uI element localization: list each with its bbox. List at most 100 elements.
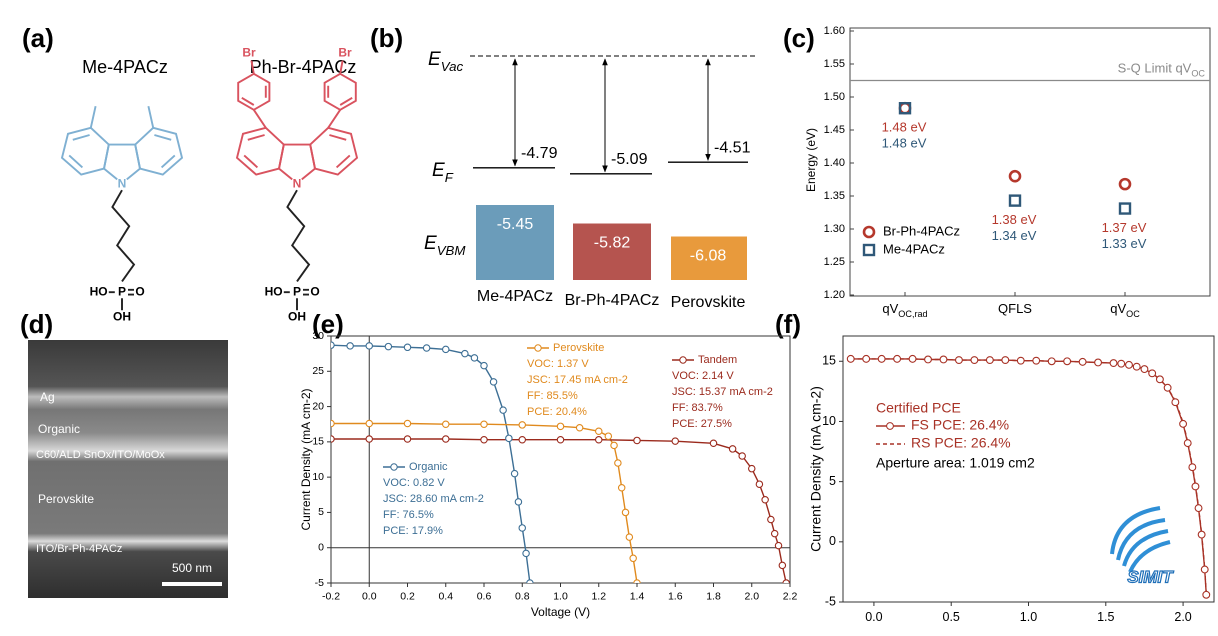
molecule: N HO P O OH bbox=[61, 105, 183, 324]
y-tick-label: 30 bbox=[312, 330, 324, 342]
molecule-name: Me-4PACz bbox=[82, 57, 168, 77]
level-label-sub: F bbox=[445, 170, 454, 185]
marker bbox=[877, 354, 886, 363]
y-tick-label: -5 bbox=[315, 577, 324, 589]
marker bbox=[422, 344, 431, 352]
x-tick-label: 0.0 bbox=[362, 590, 377, 602]
logo-arc bbox=[1116, 518, 1166, 561]
marker bbox=[441, 420, 450, 428]
atom-label: N bbox=[118, 176, 127, 190]
marker bbox=[898, 102, 912, 115]
marker bbox=[862, 225, 876, 239]
y-tick-label: 15 bbox=[312, 436, 324, 448]
marker bbox=[518, 421, 526, 429]
marker bbox=[441, 435, 450, 443]
marker bbox=[629, 554, 637, 563]
marker bbox=[556, 422, 565, 431]
legend-marker bbox=[886, 422, 894, 430]
marker bbox=[346, 342, 354, 350]
panel-label: (b) bbox=[370, 23, 403, 53]
curve bbox=[850, 358, 1207, 595]
marker bbox=[604, 432, 613, 440]
legend-marker bbox=[390, 463, 398, 471]
marker bbox=[384, 342, 393, 351]
y-tick-label: 1.40 bbox=[824, 157, 845, 169]
x-tick-label: QFLS bbox=[998, 301, 1032, 316]
marker bbox=[846, 354, 855, 363]
marker bbox=[1188, 463, 1197, 472]
data-label: 1.38 eV bbox=[992, 212, 1037, 227]
legend-note: VOC: 2.14 V bbox=[672, 370, 734, 382]
annotation-note: Aperture area: 1.019 cm2 bbox=[876, 455, 1035, 471]
x-tick-label: 0.6 bbox=[477, 590, 492, 602]
atom-label: OH bbox=[113, 310, 131, 324]
molecule-core bbox=[61, 126, 183, 312]
marker bbox=[1155, 375, 1164, 384]
scale-bar-label: 500 nm bbox=[172, 561, 212, 575]
marker bbox=[1094, 358, 1103, 367]
fermi-value: -5.09 bbox=[611, 151, 648, 168]
marker bbox=[1008, 169, 1022, 183]
marker bbox=[782, 579, 790, 583]
marker bbox=[1118, 202, 1132, 215]
sem-layer-label: Organic bbox=[38, 422, 80, 436]
fermi-value: -4.79 bbox=[521, 145, 558, 162]
legend-note: FF: 83.7% bbox=[672, 402, 723, 414]
marker bbox=[365, 342, 373, 350]
atom-label: O bbox=[310, 284, 319, 298]
marker bbox=[489, 378, 498, 386]
reference-label-sub: OC bbox=[1191, 69, 1205, 79]
y-tick-label: 1.20 bbox=[824, 289, 845, 301]
legend-marker bbox=[534, 344, 542, 352]
legend-note: JSC: 17.45 mA cm-2 bbox=[527, 374, 628, 386]
marker bbox=[755, 480, 764, 488]
marker bbox=[1171, 398, 1180, 407]
legend-note: VOC: 1.37 V bbox=[527, 358, 589, 370]
y-tick-label: 5 bbox=[829, 474, 836, 488]
material-name: Br-Ph-4PACz bbox=[565, 292, 660, 309]
marker bbox=[1191, 482, 1200, 491]
marker bbox=[862, 354, 871, 363]
vbm-value: -5.45 bbox=[497, 216, 534, 233]
marker bbox=[499, 406, 507, 414]
marker bbox=[1132, 362, 1141, 371]
logo: SIMIT bbox=[1110, 506, 1175, 587]
atom-label: N bbox=[293, 176, 302, 190]
atom-label: HO bbox=[265, 284, 283, 298]
x-tick-label-main: qV bbox=[1110, 301, 1126, 316]
marker bbox=[671, 437, 679, 445]
y-tick-label: 1.30 bbox=[824, 223, 845, 235]
data-label: 1.48 eV bbox=[882, 120, 927, 135]
marker bbox=[461, 349, 469, 358]
data-label: 1.48 eV bbox=[882, 136, 927, 151]
vbm-value: -6.08 bbox=[690, 248, 727, 265]
panel-label: (c) bbox=[783, 23, 815, 53]
sem-layer-label: ITO/Br-Ph-4PACz bbox=[36, 543, 122, 555]
y-axis-label: Current Density (mA cm-2) bbox=[808, 386, 824, 552]
marker bbox=[365, 419, 373, 428]
molecule-core bbox=[236, 126, 358, 312]
y-tick-label: 20 bbox=[312, 400, 324, 412]
legend-label: Br-Ph-4PACz bbox=[883, 223, 960, 238]
marker bbox=[924, 355, 932, 364]
legend-note: PCE: 17.9% bbox=[383, 525, 443, 537]
marker bbox=[556, 435, 565, 444]
x-tick-label-sub: OC,rad bbox=[898, 309, 927, 319]
y-axis-label: Energy (eV) bbox=[804, 128, 818, 192]
legend-note: VOC: 0.82 V bbox=[383, 477, 445, 489]
sem-layer-label: C60/ALD SnOx/ITO/MoOx bbox=[36, 449, 165, 461]
legend-note: FF: 85.5% bbox=[527, 390, 578, 402]
y-tick-label: 1.55 bbox=[824, 58, 845, 70]
marker bbox=[331, 435, 335, 443]
legend-note: PCE: 20.4% bbox=[527, 406, 587, 418]
marker bbox=[1202, 590, 1211, 599]
level-label-sub: Vac bbox=[441, 59, 464, 74]
y-tick-label: 1.35 bbox=[824, 190, 845, 202]
marker bbox=[470, 354, 479, 362]
y-tick-label: 1.60 bbox=[824, 25, 845, 37]
molecule-name: Ph-Br-4PACz bbox=[250, 57, 357, 77]
fermi-value: -4.51 bbox=[714, 139, 751, 156]
marker bbox=[522, 549, 530, 558]
x-tick-label: 1.6 bbox=[668, 590, 683, 602]
marker bbox=[1047, 357, 1056, 366]
